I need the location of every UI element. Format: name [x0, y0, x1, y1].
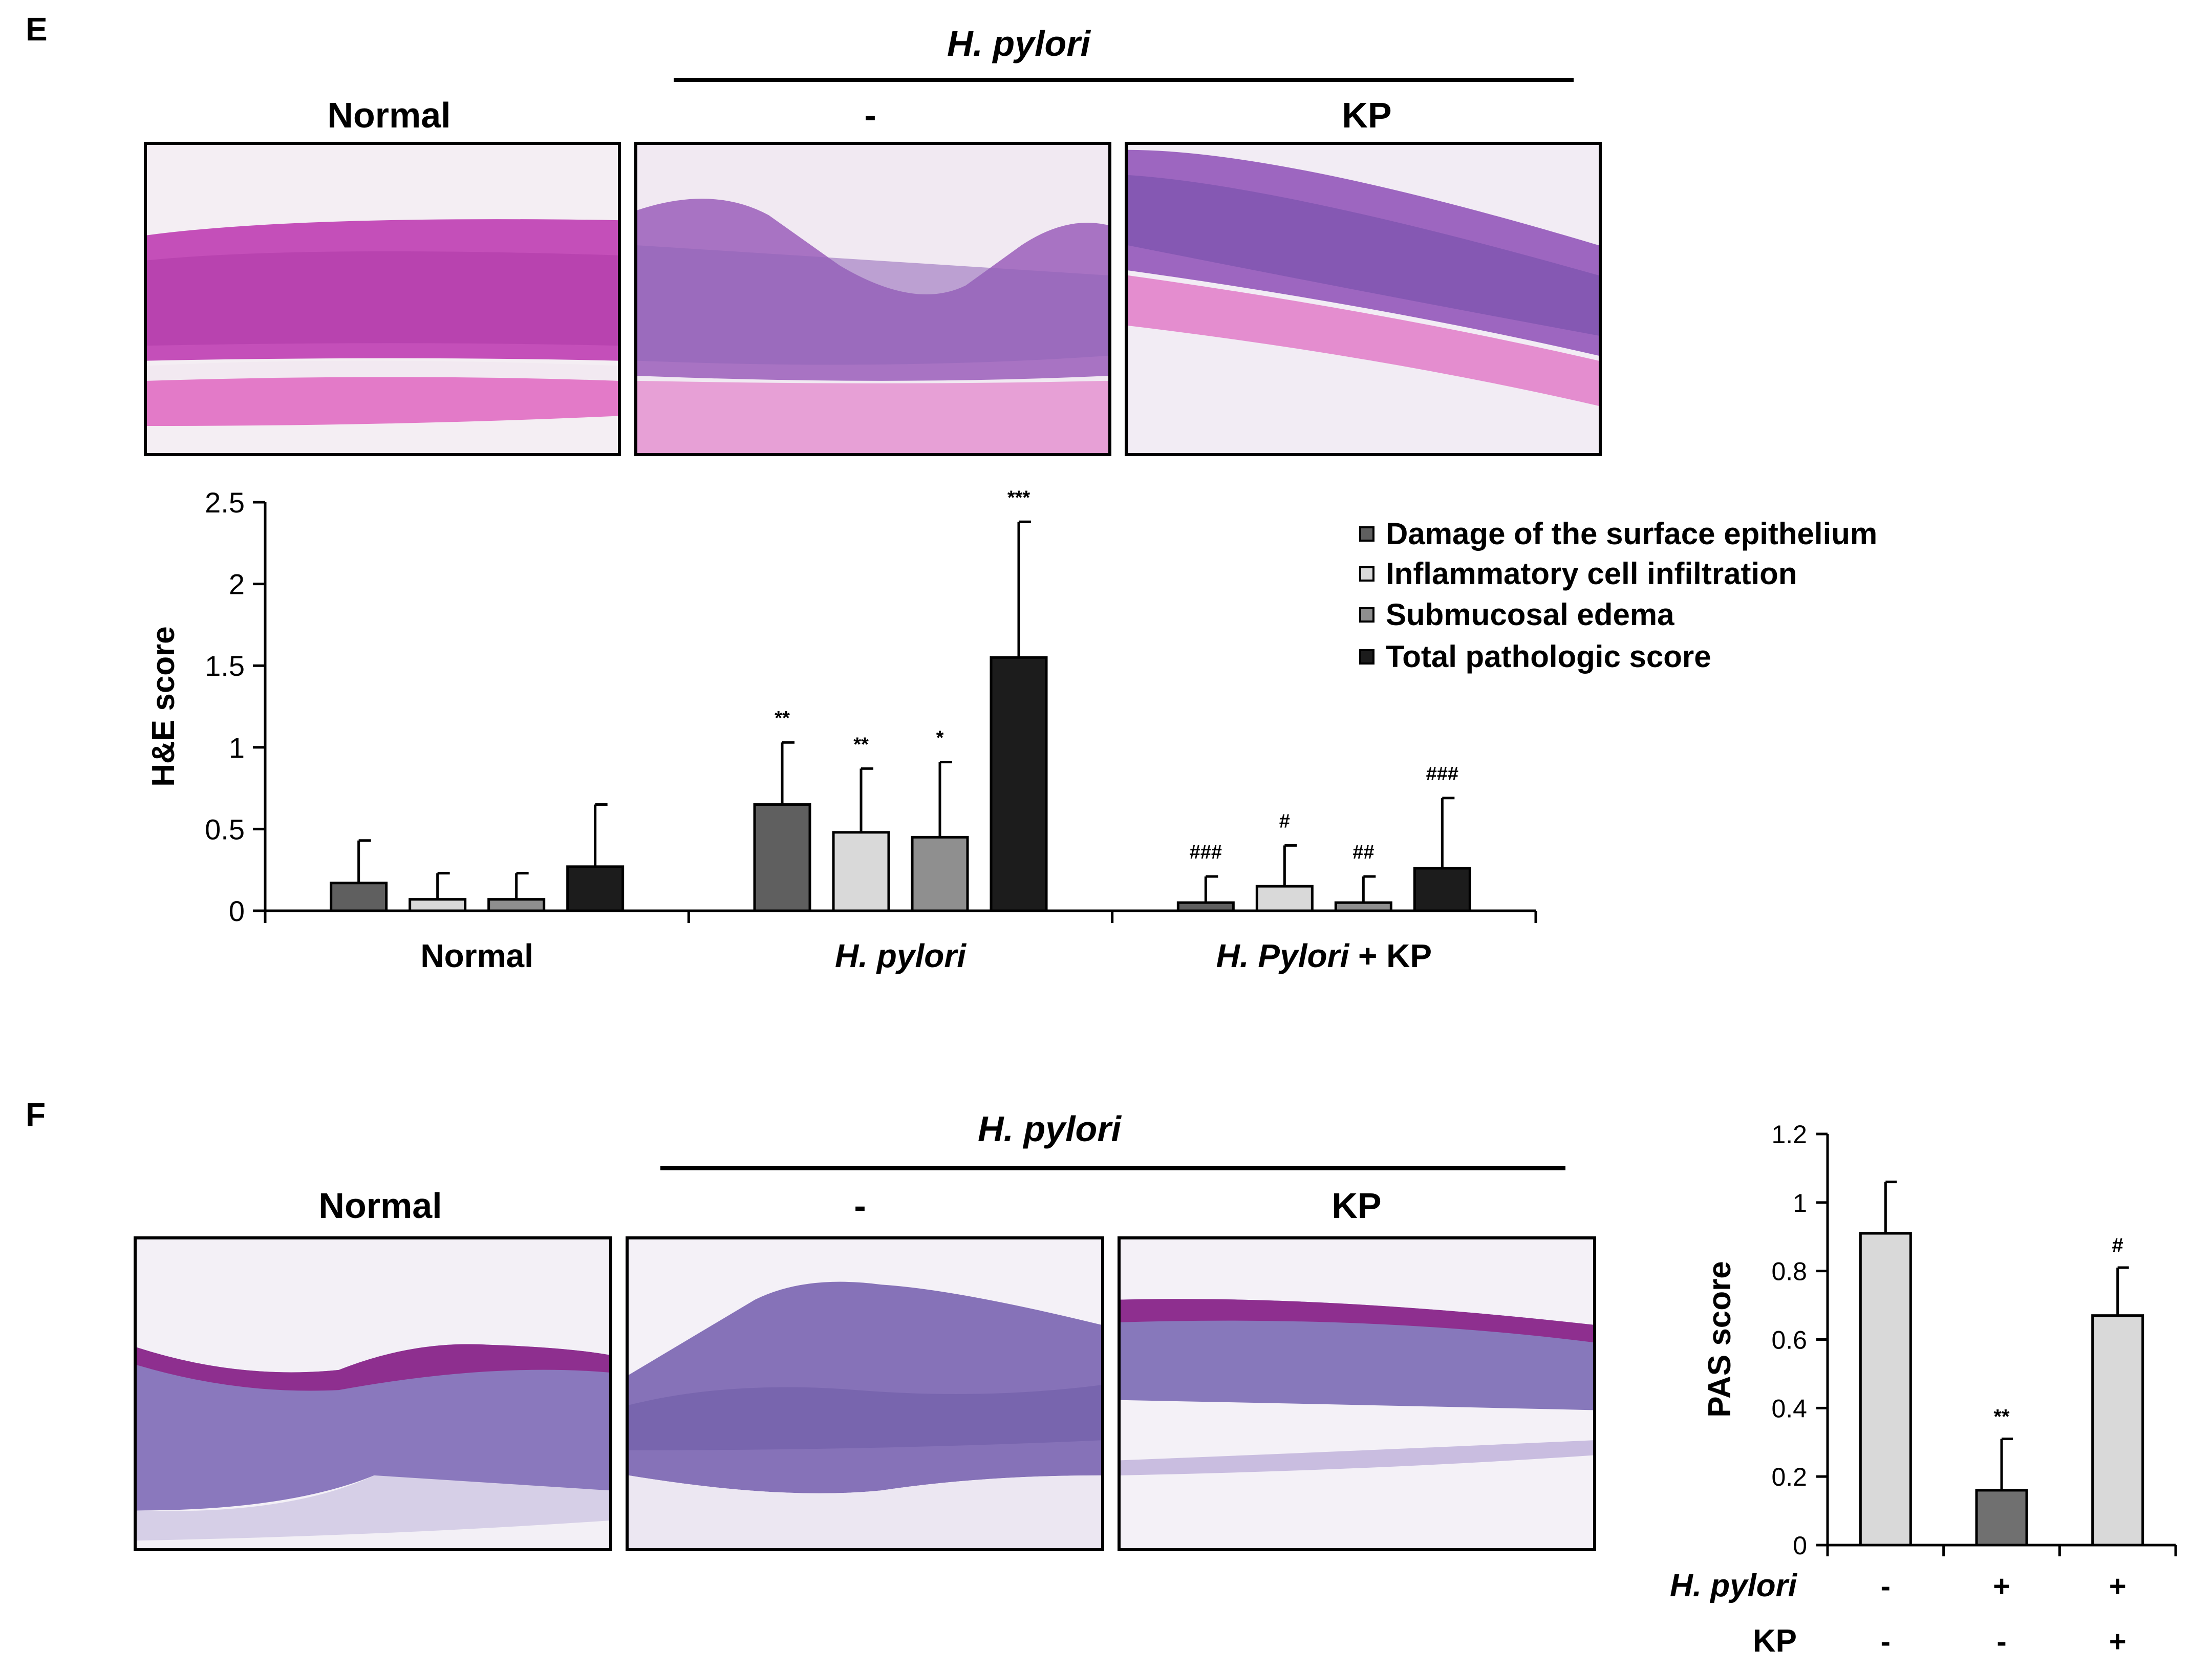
x-category-label-he: H. Pylori + KP — [1216, 937, 1432, 974]
bar-pas — [2091, 1314, 2144, 1547]
legend-label-total: Total pathologic score — [1386, 639, 1711, 674]
x-category-label-plain-part: + KP — [1349, 937, 1432, 974]
bar-he — [911, 836, 969, 912]
condition-value-pas: - — [1996, 1625, 2006, 1658]
y-tick-label-he: 2.5 — [205, 486, 245, 519]
condition-value-pas: + — [1993, 1570, 2010, 1603]
significance-label-he: # — [1279, 810, 1290, 832]
h-pylori-header-e: H. pylori — [947, 24, 1091, 63]
pas-micrograph-hpylori — [626, 1236, 1104, 1551]
legend-label-damage: Damage of the surface epithelium — [1386, 517, 1878, 551]
legend-item-edema: Submucosal edema — [1359, 597, 1674, 632]
he-micrograph-normal — [144, 142, 621, 456]
pas-micrograph-normal — [134, 1236, 612, 1551]
pas-score-chart: 0 0.2 0.4 0.6 0.8 1 1.2 PAS score ** # H. pylori - +… — [1670, 1120, 2177, 1659]
legend-swatch-edema — [1359, 607, 1375, 623]
legend-label-edema: Submucosal edema — [1386, 597, 1674, 632]
condition-value-pas: + — [2109, 1625, 2127, 1658]
x-category-label-he: H. pylori — [835, 937, 967, 974]
y-tick-label-pas: 0.2 — [1771, 1463, 1807, 1491]
image-label-untreated-f: - — [854, 1186, 866, 1226]
x-category-label-plain-part: Normal — [420, 937, 533, 974]
y-tick-label-pas: 0 — [1793, 1531, 1807, 1560]
legend-label-inflammatory: Inflammatory cell infiltration — [1386, 556, 1797, 591]
h-pylori-bracket-e — [674, 78, 1574, 82]
significance-label-pas: # — [2112, 1234, 2123, 1257]
legend-item-total: Total pathologic score — [1359, 639, 1711, 674]
y-axis-title-he: H&E score — [146, 626, 181, 787]
y-tick-label-he: 1 — [229, 732, 245, 764]
y-tick-label-he: 0.5 — [205, 813, 245, 845]
significance-label-he: *** — [1007, 487, 1030, 508]
condition-value-pas: - — [1881, 1570, 1891, 1603]
significance-label-he: ## — [1352, 842, 1374, 863]
x-category-label-he: Normal — [420, 937, 533, 974]
x-category-label-italic-part: H. Pylori — [1216, 937, 1350, 974]
bar-he — [487, 898, 546, 912]
bar-he — [1334, 901, 1392, 912]
h-pylori-header-f: H. pylori — [977, 1109, 1122, 1149]
bar-he — [832, 831, 890, 912]
y-tick-label-he: 0 — [229, 895, 245, 927]
bar-he — [990, 656, 1048, 912]
legend-item-inflammatory: Inflammatory cell infiltration — [1359, 556, 1797, 591]
condition-row-label-pas: H. pylori — [1670, 1568, 1798, 1603]
image-label-kp-f: KP — [1332, 1186, 1382, 1226]
y-axis-title-pas: PAS score — [1702, 1261, 1737, 1418]
significance-label-he: * — [936, 727, 944, 749]
x-category-label-italic-part: H. pylori — [835, 937, 967, 974]
y-tick-label-pas: 1.2 — [1771, 1120, 1807, 1149]
y-tick-label-pas: 1 — [1793, 1189, 1807, 1217]
y-tick-label-pas: 0.8 — [1771, 1257, 1807, 1286]
he-micrograph-kp — [1125, 142, 1602, 456]
condition-value-pas: + — [2109, 1570, 2127, 1603]
legend-swatch-total — [1359, 649, 1375, 665]
bar-he — [330, 882, 388, 912]
bar-pas — [1859, 1232, 1912, 1547]
legend-swatch-inflammatory — [1359, 566, 1375, 582]
bar-he — [753, 803, 811, 912]
image-label-kp-e: KP — [1342, 95, 1392, 135]
image-label-normal-e: Normal — [327, 95, 451, 135]
image-label-normal-f: Normal — [318, 1186, 442, 1226]
legend-item-damage: Damage of the surface epithelium — [1359, 516, 1877, 551]
bar-pas — [1975, 1489, 2028, 1547]
bar-he — [1255, 885, 1314, 912]
panel-letter-f: F — [26, 1096, 46, 1133]
bar-he — [1176, 901, 1235, 912]
significance-label-he: ### — [1426, 763, 1458, 785]
significance-label-he: ### — [1190, 842, 1222, 863]
he-micrograph-hpylori — [634, 142, 1111, 456]
bar-he — [1413, 867, 1471, 912]
significance-label-he: ** — [853, 734, 869, 755]
condition-value-pas: - — [1881, 1625, 1891, 1658]
legend-swatch-damage — [1359, 526, 1375, 542]
panel-letter-e: E — [26, 11, 48, 48]
bar-he — [409, 898, 467, 912]
y-tick-label-he: 1.5 — [205, 650, 245, 682]
significance-label-he: ** — [775, 708, 790, 729]
pas-micrograph-kp — [1118, 1236, 1596, 1551]
y-tick-label-he: 2 — [229, 568, 245, 601]
h-pylori-bracket-f — [660, 1166, 1565, 1170]
image-label-untreated-e: - — [864, 95, 876, 135]
y-tick-label-pas: 0.6 — [1771, 1326, 1807, 1355]
condition-row-label-pas: KP — [1753, 1623, 1797, 1659]
y-tick-label-pas: 0.4 — [1771, 1394, 1807, 1423]
significance-label-pas: ** — [1993, 1406, 2010, 1428]
bar-he — [566, 865, 625, 912]
